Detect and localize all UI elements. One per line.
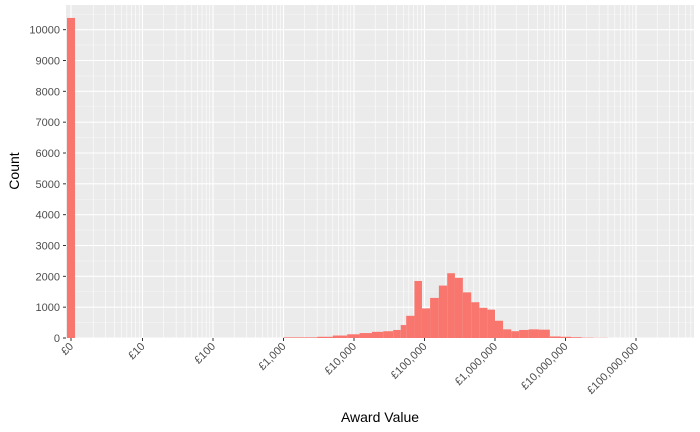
histogram-bar (447, 273, 455, 338)
x-axis: £0 £10 £100 £1,000 £10,000 £100,000 £1,000,000… (59, 338, 641, 397)
histogram-bar (438, 285, 448, 338)
histogram-bar (454, 277, 463, 338)
y-tick-label: 9000 (36, 56, 60, 68)
histogram-bar (549, 336, 561, 338)
y-tick-label: 5000 (36, 179, 60, 191)
x-tick-label: £100 (192, 341, 218, 367)
x-tick-label: £10,000 (323, 341, 360, 378)
y-tick-label: 3000 (36, 241, 60, 253)
histogram-bar (400, 325, 407, 338)
histogram-bar (283, 337, 318, 338)
y-tick-label: 0 (54, 333, 60, 345)
x-tick-label: £10,000,000 (519, 341, 571, 393)
y-tick-label: 2000 (36, 271, 60, 283)
x-tick-label: £1,000 (256, 341, 288, 373)
histogram-bar (332, 335, 348, 338)
plot-panel (66, 5, 694, 338)
histogram-bar (347, 334, 360, 338)
histogram-bar (430, 297, 439, 338)
y-axis: 0 1000 2000 3000 4000 5000 6000 7000 8000 9000 100… (29, 25, 66, 345)
histogram-bar (479, 307, 488, 338)
y-tick-label: 8000 (36, 86, 60, 98)
histogram-bar (571, 337, 582, 338)
x-tick-label: £0 (59, 341, 76, 358)
histogram-bar (538, 329, 550, 338)
histogram-bar (421, 308, 431, 338)
y-tick-label: 1000 (36, 302, 60, 314)
y-tick-label: 4000 (36, 210, 60, 222)
y-tick-label: 6000 (36, 148, 60, 160)
histogram-bar (503, 329, 512, 338)
histogram-bar (383, 331, 394, 338)
histogram-bar (371, 331, 384, 338)
histogram-bar (462, 292, 472, 338)
histogram-bar (519, 329, 529, 338)
histogram-bar (414, 280, 422, 338)
histogram-bar (406, 315, 415, 338)
y-axis-title: Count (6, 152, 22, 189)
x-tick-label: £1,000,000 (453, 341, 500, 388)
x-tick-label: £10 (126, 341, 147, 362)
histogram-bars (67, 17, 608, 338)
histogram-bar (528, 329, 539, 338)
histogram-bar (487, 309, 495, 338)
histogram-bar (471, 302, 480, 338)
x-tick-label: £100,000,000 (585, 341, 641, 397)
x-tick-label: £100,000 (389, 341, 430, 382)
y-tick-label: 10000 (29, 25, 60, 37)
histogram-bar (495, 320, 504, 338)
histogram-bar (359, 333, 372, 338)
histogram-bar (317, 336, 333, 338)
histogram-bar (393, 329, 401, 338)
x-axis-title: Award Value (341, 409, 419, 425)
y-tick-label: 7000 (36, 117, 60, 129)
histogram-bar (67, 17, 75, 338)
histogram-bar (560, 336, 572, 338)
histogram-bar (511, 331, 520, 338)
